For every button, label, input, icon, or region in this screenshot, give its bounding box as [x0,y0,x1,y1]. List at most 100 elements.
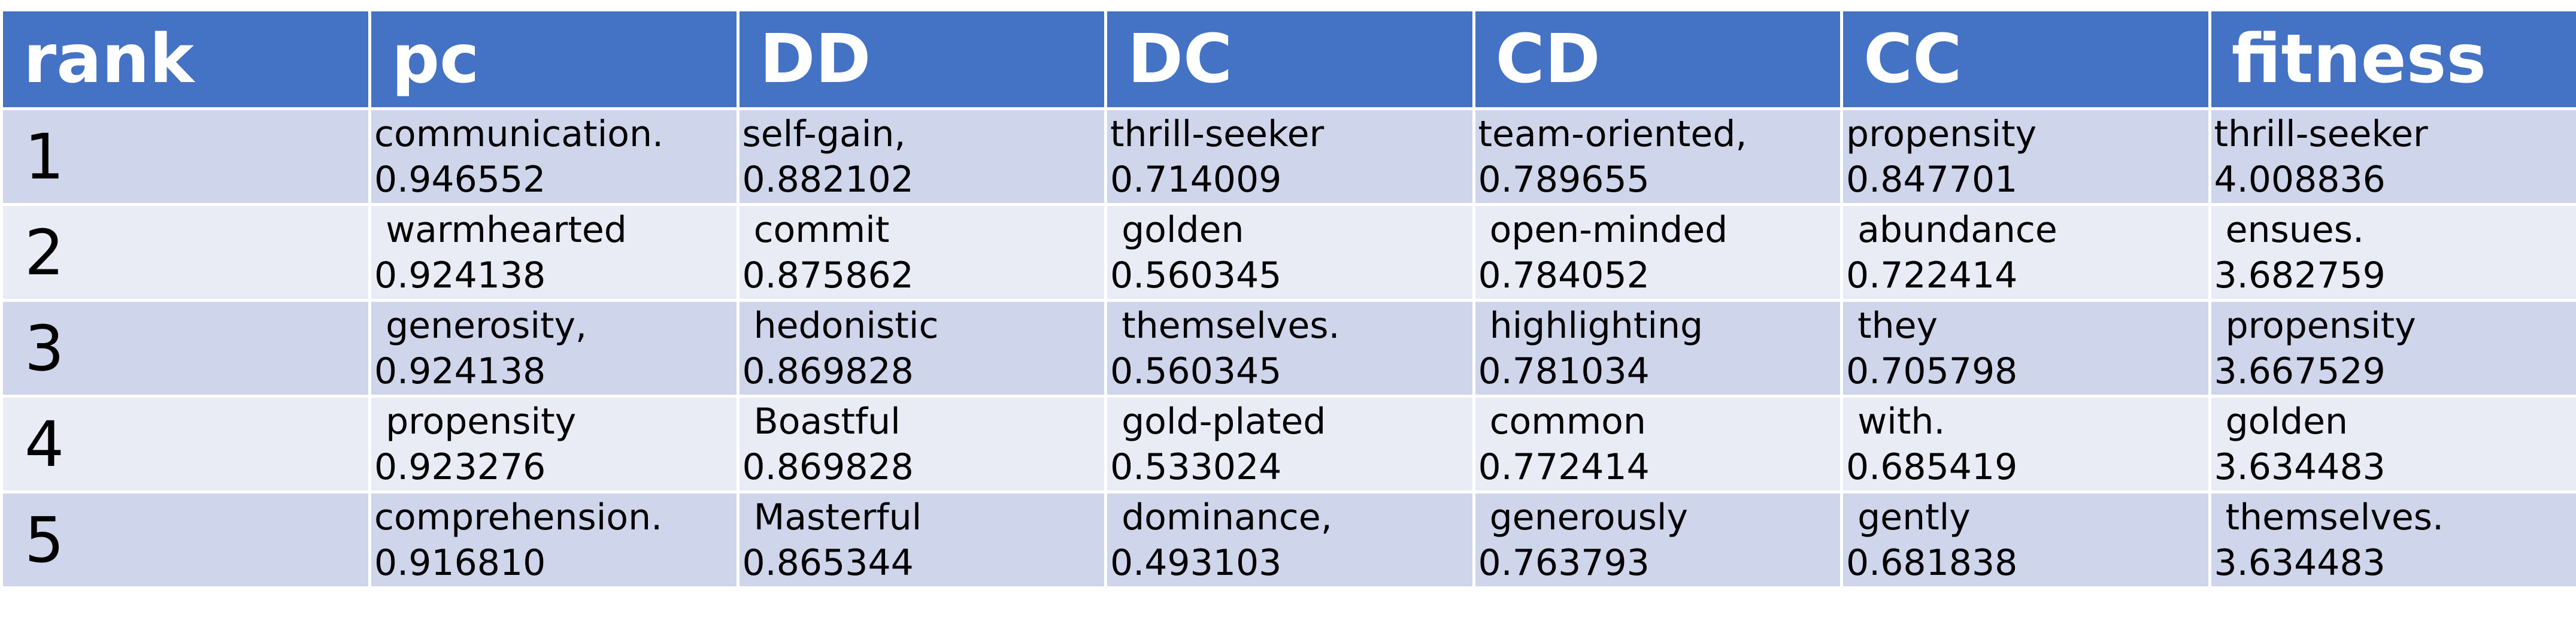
cd-cell: generously 0.763793 [1472,490,1843,589]
fitness-cell: propensity 3.667529 [2208,299,2576,398]
table-row: 1 communication. 0.946552 self-gain, 0.882… [0,107,2576,206]
rank-cell: 5 [0,490,371,589]
cell-score: 0.923276 [374,446,546,488]
cell-score: 0.781034 [1478,350,1650,392]
cd-cell: open-minded 0.784052 [1472,203,1843,302]
cell-word: gold-plated [1110,400,1326,443]
cc-cell: propensity 0.847701 [1840,107,2211,206]
cell-score: 0.847701 [1846,158,2018,201]
cell-word: generously [1478,496,1689,538]
header-rank: rank [0,8,371,110]
header-cc: CC [1840,8,2211,110]
cell-score: 0.560345 [1110,350,1282,392]
cell-score: 0.784052 [1478,254,1650,296]
table-body: 1 communication. 0.946552 self-gain, 0.882… [0,107,2576,589]
cell-score: 0.924138 [374,350,546,392]
header-dd: DD [736,8,1107,110]
fitness-cell: golden 3.634483 [2208,395,2576,493]
header-fitness: fitness [2208,8,2576,110]
cell-score: 0.869828 [742,446,914,488]
dd-cell: commit 0.875862 [736,203,1107,302]
cell-word: themselves. [2214,496,2444,538]
cell-score: 0.869828 [742,350,914,392]
cell-word: warmhearted [374,208,627,251]
cell-score: 0.533024 [1110,446,1282,488]
cell-word: team-oriented, [1478,113,1747,155]
fitness-cell: ensues. 3.682759 [2208,203,2576,302]
dc-cell: dominance, 0.493103 [1104,490,1475,589]
cell-word: common [1478,400,1646,443]
cc-cell: they 0.705798 [1840,299,2211,398]
cc-cell: with. 0.685419 [1840,395,2211,493]
header-row: rank pc DD DC CD CC fitness [0,8,2576,110]
cell-score: 0.763793 [1478,541,1650,584]
cell-word: with. [1846,400,1945,443]
cc-cell: gently 0.681838 [1840,490,2211,589]
dd-cell: Masterful 0.865344 [736,490,1107,589]
cell-score: 0.946552 [374,158,546,201]
rank-cell: 3 [0,299,371,398]
cell-score: 0.681838 [1846,541,2018,584]
fitness-cell: themselves. 3.634483 [2208,490,2576,589]
header-pc: pc [368,8,740,110]
cell-word: propensity [2214,304,2416,347]
cell-score: 0.865344 [742,541,914,584]
cell-word: commit [742,208,890,251]
header-cd: CD [1472,8,1843,110]
table-row: 2 warmhearted 0.924138 commit 0.875862 gol… [0,203,2576,302]
cell-score: 0.722414 [1846,254,2018,296]
cd-cell: team-oriented, 0.789655 [1472,107,1843,206]
dc-cell: golden 0.560345 [1104,203,1475,302]
dc-cell: themselves. 0.560345 [1104,299,1475,398]
pc-cell: communication. 0.946552 [368,107,740,206]
cell-word: gently [1846,496,1971,538]
cell-word: highlighting [1478,304,1704,347]
table-row: 5 comprehension. 0.916810 Masterful 0.8653… [0,490,2576,589]
cell-score: 0.916810 [374,541,546,584]
cell-word: open-minded [1478,208,1728,251]
cell-score: 0.789655 [1478,158,1650,201]
cell-word: self-gain, [742,113,906,155]
cell-score: 0.772414 [1478,446,1650,488]
cell-score: 3.634483 [2214,446,2386,488]
dd-cell: self-gain, 0.882102 [736,107,1107,206]
cell-score: 0.685419 [1846,446,2018,488]
rank-cell: 2 [0,203,371,302]
cd-cell: common 0.772414 [1472,395,1843,493]
cd-cell: highlighting 0.781034 [1472,299,1843,398]
rank-cell: 1 [0,107,371,206]
table-row: 4 propensity 0.923276 Boastful 0.869828 go… [0,395,2576,493]
cell-word: golden [1110,208,1244,251]
cell-word: generosity, [374,304,587,347]
header-dc: DC [1104,8,1475,110]
cell-word: golden [2214,400,2348,443]
pc-cell: comprehension. 0.916810 [368,490,740,589]
table-header: rank pc DD DC CD CC fitness [0,8,2576,110]
cell-word: thrill-seeker [1110,113,1325,155]
cell-score: 3.667529 [2214,350,2386,392]
cell-score: 0.705798 [1846,350,2018,392]
cell-word: they [1846,304,1938,347]
cell-word: ensues. [2214,208,2365,251]
cell-word: propensity [374,400,577,443]
cell-word: Masterful [742,496,922,538]
cell-word: themselves. [1110,304,1340,347]
cell-word: hedonistic [742,304,939,347]
fitness-cell: thrill-seeker 4.008836 [2208,107,2576,206]
dc-cell: gold-plated 0.533024 [1104,395,1475,493]
dc-cell: thrill-seeker 0.714009 [1104,107,1475,206]
dd-cell: Boastful 0.869828 [736,395,1107,493]
cell-word: dominance, [1110,496,1332,538]
pc-cell: warmhearted 0.924138 [368,203,740,302]
cell-word: abundance [1846,208,2057,251]
pc-cell: propensity 0.923276 [368,395,740,493]
cell-word: Boastful [742,400,901,443]
cc-cell: abundance 0.722414 [1840,203,2211,302]
cell-score: 0.875862 [742,254,914,296]
cell-score: 0.560345 [1110,254,1282,296]
cell-score: 0.493103 [1110,541,1282,584]
cell-score: 4.008836 [2214,158,2386,201]
cell-score: 0.924138 [374,254,546,296]
dd-cell: hedonistic 0.869828 [736,299,1107,398]
ranking-table: rank pc DD DC CD CC fitness 1 communicat… [0,8,2576,589]
